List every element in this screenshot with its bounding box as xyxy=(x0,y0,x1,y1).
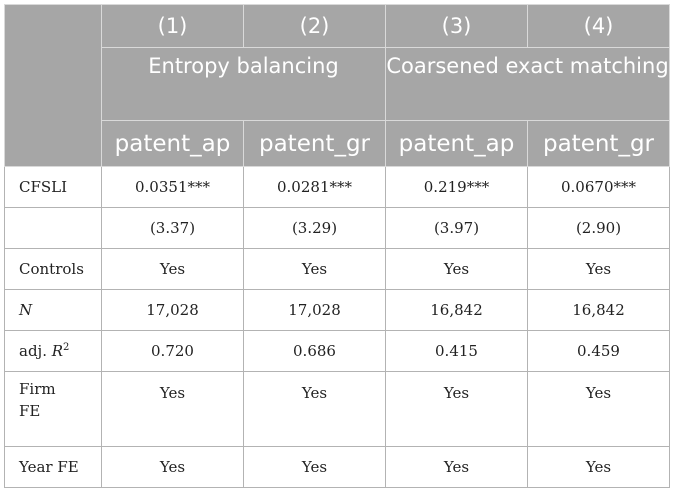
table-cell: Yes xyxy=(243,248,386,290)
var-header-1: patent_ap xyxy=(101,120,244,167)
row-label-adj-r2: adj. R2 xyxy=(4,330,102,372)
table-cell: Yes xyxy=(101,371,244,447)
table-row: (3.37) (3.29) (3.97) (2.90) xyxy=(4,207,670,249)
regression-table: (1) (2) (3) (4) Entropy balancing Coarse… xyxy=(4,4,670,488)
firm-fe-line1: Firm xyxy=(19,380,56,398)
col-number-2: (2) xyxy=(243,4,386,48)
table-cell: 16,842 xyxy=(385,289,528,331)
table-cell: (3.29) xyxy=(243,207,386,249)
col-number-4: (4) xyxy=(527,4,670,48)
table-cell: 0.686 xyxy=(243,330,386,372)
table-row: N 17,028 17,028 16,842 16,842 xyxy=(4,289,670,331)
group-coarsened-exact-matching: Coarsened exact matching xyxy=(385,47,670,121)
row-label-firm-fe: Firm FE xyxy=(4,371,102,447)
col-number-3: (3) xyxy=(385,4,528,48)
table-cell: Yes xyxy=(385,248,528,290)
variable-row: patent_ap patent_gr patent_ap patent_gr xyxy=(5,120,670,167)
adj-label-text: adj. xyxy=(19,342,52,360)
adj-label-r: R xyxy=(51,342,64,360)
table-cell: Yes xyxy=(101,248,244,290)
table-row: Controls Yes Yes Yes Yes xyxy=(4,248,670,290)
table-cell: 0.0281*** xyxy=(243,166,386,208)
table-cell: Yes xyxy=(527,248,670,290)
row-label-n: N xyxy=(4,289,102,331)
var-header-3: patent_ap xyxy=(385,120,528,167)
table-cell: (3.97) xyxy=(385,207,528,249)
row-label-year-fe: Year FE xyxy=(4,446,102,488)
table-cell: 0.459 xyxy=(527,330,670,372)
table-cell: 0.720 xyxy=(101,330,244,372)
table-cell: Yes xyxy=(385,371,528,447)
group-entropy-balancing: Entropy balancing xyxy=(101,47,386,121)
table-cell: Yes xyxy=(527,446,670,488)
table-cell: 0.415 xyxy=(385,330,528,372)
adj-label-sup: 2 xyxy=(63,342,70,353)
column-number-row: (1) (2) (3) (4) xyxy=(4,4,670,167)
table-row: Year FE Yes Yes Yes Yes xyxy=(4,446,670,488)
col-number-1: (1) xyxy=(101,4,244,48)
table-cell: 17,028 xyxy=(243,289,386,331)
table-cell: Yes xyxy=(385,446,528,488)
table-row: Firm FE Yes Yes Yes Yes xyxy=(4,371,670,447)
table-cell: (2.90) xyxy=(527,207,670,249)
table-row: CFSLI 0.0351*** 0.0281*** 0.219*** 0.067… xyxy=(4,166,670,208)
table-cell: Yes xyxy=(243,371,386,447)
group-row: Entropy balancing Coarsened exact matchi… xyxy=(5,47,670,121)
regression-table-container: (1) (2) (3) (4) Entropy balancing Coarse… xyxy=(4,4,670,488)
table-cell: Yes xyxy=(527,371,670,447)
row-label-empty xyxy=(4,207,102,249)
table-cell: 16,842 xyxy=(527,289,670,331)
var-header-4: patent_gr xyxy=(527,120,670,167)
table-cell: (3.37) xyxy=(101,207,244,249)
row-label-cfsli: CFSLI xyxy=(4,166,102,208)
header-corner xyxy=(4,4,102,167)
table-cell: Yes xyxy=(243,446,386,488)
table-cell: 0.219*** xyxy=(385,166,528,208)
table-row: adj. R2 0.720 0.686 0.415 0.459 xyxy=(4,330,670,372)
table-cell: 0.0351*** xyxy=(101,166,244,208)
table-cell: Yes xyxy=(101,446,244,488)
table-cell: 0.0670*** xyxy=(527,166,670,208)
firm-fe-line2: FE xyxy=(19,402,41,420)
row-label-controls: Controls xyxy=(4,248,102,290)
table-cell: 17,028 xyxy=(101,289,244,331)
var-header-2: patent_gr xyxy=(243,120,386,167)
